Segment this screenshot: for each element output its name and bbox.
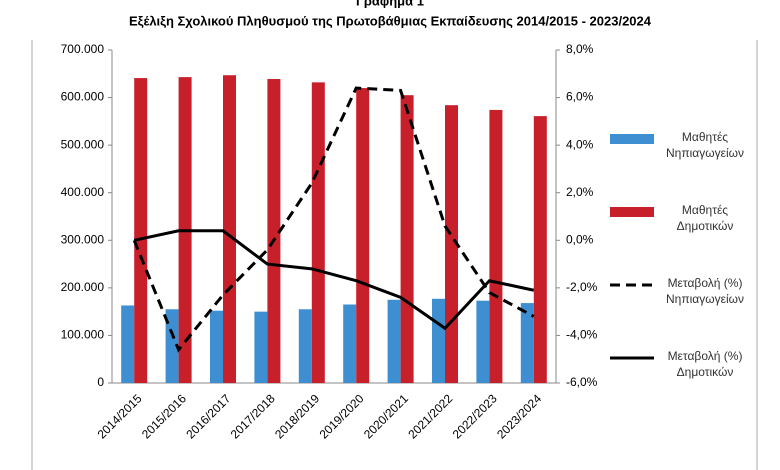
bar [533, 116, 547, 384]
y2-tick-label: 0,0% [566, 232, 594, 246]
y-tick-label: 600.000 [61, 90, 105, 104]
y-tick-label: 400.000 [61, 185, 105, 199]
bar [165, 309, 179, 383]
bar [356, 88, 370, 384]
x-tick-label: 2018/2019 [272, 391, 322, 441]
bar [387, 299, 401, 383]
chart-title: Εξέλιξη Σχολικού Πληθυσμού της Πρωτοβάθμ… [129, 13, 652, 28]
y-tick-label: 0 [97, 375, 104, 389]
chart-supertitle: Γράφημα 1 [356, 0, 424, 8]
x-tick-label: 2016/2017 [183, 391, 233, 441]
line-series [133, 229, 535, 331]
legend-label-line: Δημοτικών [677, 219, 734, 233]
bar [432, 298, 445, 383]
x-tick-label: 2019/2020 [317, 391, 367, 441]
legend-label-line: Νηπιαγωγείων [666, 146, 744, 160]
x-tick-label: 2023/2024 [494, 391, 544, 441]
bar [520, 303, 534, 383]
bar [476, 300, 490, 383]
legend-label-line: Μαθητές [682, 130, 728, 144]
y2-tick-label: -6,0% [566, 375, 598, 389]
y-tick-label: 500.000 [61, 137, 105, 151]
bar [134, 78, 148, 384]
legend-label: Μεταβολή (%) Δημοτικών [668, 349, 743, 379]
bar [400, 95, 414, 383]
x-tick-label: 2021/2022 [405, 391, 455, 441]
legend-label-line: Μεταβολή (%) [668, 276, 743, 290]
x-tick-label: 2017/2018 [228, 391, 278, 441]
y2-tick-label: 2,0% [566, 185, 594, 199]
legend-label-line: Δημοτικών [677, 365, 734, 379]
legend-label-line: Μαθητές [682, 203, 728, 217]
bar [489, 109, 503, 383]
bar [267, 79, 281, 384]
y2-tick-label: 6,0% [566, 90, 594, 104]
legend-label-line: Νηπιαγωγείων [666, 292, 744, 306]
y-tick-label: 200.000 [61, 280, 105, 294]
bar [445, 105, 458, 383]
bar [343, 304, 357, 383]
y-tick-label: 100.000 [61, 328, 105, 342]
y2-tick-label: 4,0% [566, 137, 594, 151]
bar [223, 75, 236, 383]
y-tick-label: 700.000 [61, 42, 105, 56]
bar [254, 311, 268, 383]
y2-tick-label: 8,0% [566, 42, 594, 56]
x-tick-label: 2020/2021 [361, 391, 411, 441]
legend-swatch [610, 207, 654, 217]
legend-label-line: Μεταβολή (%) [668, 349, 743, 363]
y2-tick-label: -2,0% [566, 280, 598, 294]
bar [121, 305, 135, 383]
legend-label: Μεταβολή (%) Νηπιαγωγείων [666, 276, 744, 306]
legend-label: Μαθητές Δημοτικών [677, 203, 734, 233]
line-series [132, 86, 535, 353]
x-tick-label: 2015/2016 [139, 391, 189, 441]
x-tick-label: 2014/2015 [95, 391, 145, 441]
y-tick-label: 300.000 [61, 232, 105, 246]
bar [311, 82, 325, 383]
x-tick-label: 2022/2023 [450, 391, 500, 441]
bar [298, 309, 312, 383]
legend-label: Μαθητές Νηπιαγωγείων [666, 130, 744, 160]
legend-swatch [610, 134, 654, 144]
y2-tick-label: -4,0% [566, 328, 598, 342]
bar [210, 310, 223, 383]
